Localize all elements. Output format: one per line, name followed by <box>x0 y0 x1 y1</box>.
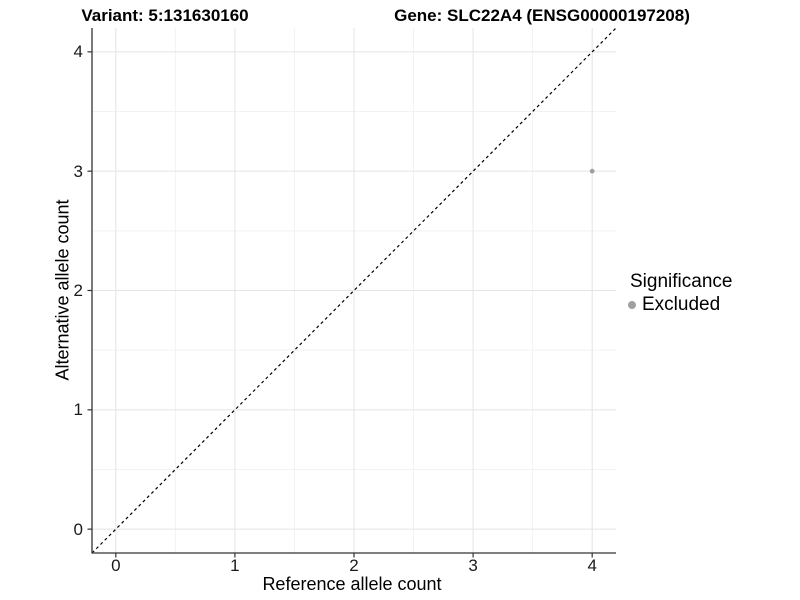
y-tick-label: 0 <box>73 519 83 539</box>
y-tick-label: 3 <box>73 161 83 181</box>
plot-title-variant: Variant: 5:131630160 <box>81 6 249 25</box>
x-tick-label: 0 <box>111 556 121 575</box>
x-tick-label: 1 <box>230 556 240 575</box>
x-axis-label: Reference allele count <box>262 574 442 594</box>
legend: Significance Excluded <box>628 271 732 316</box>
x-tick-label: 3 <box>468 556 478 575</box>
legend-item-label: Excluded <box>642 294 721 315</box>
y-tick-label: 1 <box>73 400 83 420</box>
data-point <box>589 168 595 174</box>
legend-item-excluded: Excluded <box>628 294 732 316</box>
plot-title-gene: Gene: SLC22A4 (ENSG00000197208) <box>394 6 690 25</box>
identity-reference-line <box>91 27 617 554</box>
y-tick-label: 4 <box>73 42 83 62</box>
legend-point-icon <box>628 301 636 309</box>
y-tick-label: 2 <box>73 281 83 300</box>
legend-title: Significance <box>630 271 733 292</box>
x-tick-label: 4 <box>587 556 597 575</box>
x-tick-label: 2 <box>349 556 359 575</box>
